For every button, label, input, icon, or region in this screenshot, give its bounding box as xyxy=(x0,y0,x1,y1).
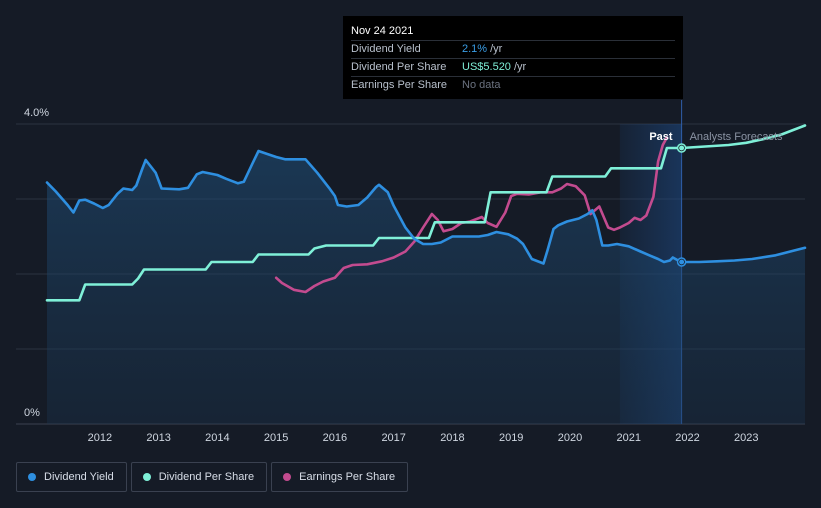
tooltip-value: US$5.520 xyxy=(462,61,511,73)
legend: Dividend Yield Dividend Per Share Earnin… xyxy=(16,462,409,492)
tooltip-label: Earnings Per Share xyxy=(351,79,447,91)
x-axis-tick-label: 2022 xyxy=(675,432,699,444)
current-markers xyxy=(676,143,687,267)
legend-label: Earnings Per Share xyxy=(299,471,396,483)
x-axis-tick-label: 2013 xyxy=(146,432,170,444)
current-marker-core xyxy=(679,259,685,265)
axis-labels: 4.0% 0% 2012 2013 2014 2015 2016 2017 2018 2019 20… xyxy=(24,107,783,444)
legend-dot-icon xyxy=(142,473,151,481)
x-axis-tick-label: 2023 xyxy=(734,432,758,444)
y-axis-max-label: 4.0% xyxy=(24,107,49,119)
legend-label: Dividend Yield xyxy=(44,471,114,483)
legend-dot-icon xyxy=(283,473,292,481)
tooltip-value: 2.1% xyxy=(462,43,488,55)
series-line-dividend-yield xyxy=(45,149,807,265)
x-axis-tick-label: 2016 xyxy=(323,432,347,444)
legend-dot-icon xyxy=(28,473,36,481)
tooltip-value: No data xyxy=(462,79,501,91)
x-axis-tick-label: 2021 xyxy=(616,432,640,444)
x-axis-tick-label: 2014 xyxy=(205,432,229,444)
forecast-region-label: Analysts Forecasts xyxy=(690,131,783,143)
yield-area-fill xyxy=(47,151,805,424)
x-axis-tick-label: 2019 xyxy=(499,432,523,444)
past-region-label: Past xyxy=(649,131,673,143)
series-line-dividend-per-share xyxy=(45,124,807,302)
series-line-earnings-per-share xyxy=(274,136,669,294)
legend-item-earnings-per-share[interactable]: Earnings Per Share xyxy=(271,462,409,492)
tooltip-label: Dividend Per Share xyxy=(351,61,447,73)
series-lines xyxy=(45,124,807,302)
x-axis-tick-label: 2015 xyxy=(264,432,288,444)
tooltip-label: Dividend Yield xyxy=(351,43,421,55)
tooltip-row-earnings-per-share: Earnings Per Share No data xyxy=(351,77,675,94)
legend-item-dividend-per-share[interactable]: Dividend Per Share xyxy=(130,462,268,492)
tooltip-row-dividend-per-share: Dividend Per Share US$5.520 /yr xyxy=(351,59,675,77)
dividend-yield-area xyxy=(47,151,805,424)
tooltip-unit: /yr xyxy=(490,43,503,55)
legend-label: Dividend Per Share xyxy=(158,471,255,483)
x-axis-tick-label: 2018 xyxy=(440,432,464,444)
x-axis-tick-label: 2012 xyxy=(88,432,112,444)
y-axis-min-label: 0% xyxy=(24,407,40,419)
current-marker-core xyxy=(679,145,685,151)
x-axis-tick-label: 2020 xyxy=(558,432,582,444)
tooltip-unit: /yr xyxy=(513,61,527,73)
legend-item-dividend-yield[interactable]: Dividend Yield xyxy=(16,462,127,492)
tooltip: Nov 24 2021 Dividend Yield 2.1% /yr Divi… xyxy=(343,16,683,99)
x-axis-tick-label: 2017 xyxy=(381,432,405,444)
tooltip-row-dividend-yield: Dividend Yield 2.1% /yr xyxy=(351,41,675,59)
tooltip-date: Nov 24 2021 xyxy=(351,23,675,41)
